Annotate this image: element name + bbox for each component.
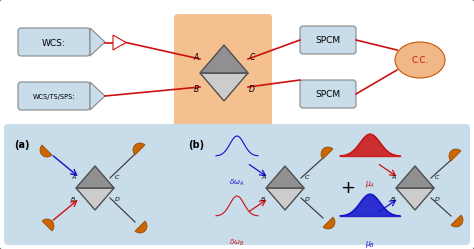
- Polygon shape: [76, 166, 114, 188]
- Text: $\mu_B$: $\mu_B$: [365, 239, 375, 249]
- Text: D: D: [249, 84, 255, 94]
- Text: A: A: [391, 175, 395, 180]
- Polygon shape: [76, 188, 114, 210]
- Text: +: +: [340, 179, 356, 197]
- Text: C: C: [435, 175, 439, 180]
- Polygon shape: [323, 217, 335, 229]
- Polygon shape: [396, 166, 434, 188]
- FancyBboxPatch shape: [300, 80, 356, 108]
- Text: WCS:: WCS:: [42, 39, 66, 48]
- Text: C: C: [115, 175, 119, 180]
- Polygon shape: [200, 45, 248, 73]
- Polygon shape: [200, 73, 248, 101]
- Text: C.C.: C.C.: [411, 56, 428, 64]
- Text: WCS/TS/SPS:: WCS/TS/SPS:: [33, 94, 75, 100]
- FancyBboxPatch shape: [18, 28, 90, 56]
- Text: $\delta\omega_B$: $\delta\omega_B$: [229, 238, 245, 248]
- Polygon shape: [40, 145, 52, 157]
- Polygon shape: [90, 28, 105, 56]
- Polygon shape: [449, 149, 461, 161]
- Text: C: C: [305, 175, 309, 180]
- Text: D: D: [115, 196, 119, 201]
- Text: A: A: [193, 53, 199, 62]
- Text: D: D: [435, 196, 439, 201]
- Polygon shape: [266, 166, 304, 188]
- Text: A: A: [71, 175, 75, 180]
- Text: B: B: [261, 196, 265, 201]
- Polygon shape: [113, 35, 126, 50]
- Text: (a): (a): [14, 140, 29, 150]
- Ellipse shape: [395, 42, 445, 78]
- FancyBboxPatch shape: [174, 14, 272, 130]
- Text: $\delta\omega_A$: $\delta\omega_A$: [229, 178, 245, 188]
- Polygon shape: [451, 215, 463, 227]
- Text: B: B: [391, 196, 395, 201]
- Text: SPCM: SPCM: [315, 36, 340, 45]
- Polygon shape: [321, 147, 333, 159]
- Text: (b): (b): [188, 140, 204, 150]
- Text: D: D: [305, 196, 310, 201]
- Polygon shape: [133, 143, 145, 155]
- Text: A: A: [261, 175, 265, 180]
- Text: B: B: [71, 196, 75, 201]
- Text: C: C: [249, 53, 255, 62]
- Polygon shape: [266, 188, 304, 210]
- Polygon shape: [90, 82, 105, 110]
- Polygon shape: [42, 219, 54, 231]
- Text: B: B: [193, 84, 199, 94]
- FancyBboxPatch shape: [4, 124, 470, 245]
- Polygon shape: [396, 188, 434, 210]
- FancyBboxPatch shape: [300, 26, 356, 54]
- Text: $\mu_A$: $\mu_A$: [365, 179, 375, 190]
- Text: SPCM: SPCM: [315, 89, 340, 99]
- FancyBboxPatch shape: [18, 82, 90, 110]
- Polygon shape: [135, 221, 147, 233]
